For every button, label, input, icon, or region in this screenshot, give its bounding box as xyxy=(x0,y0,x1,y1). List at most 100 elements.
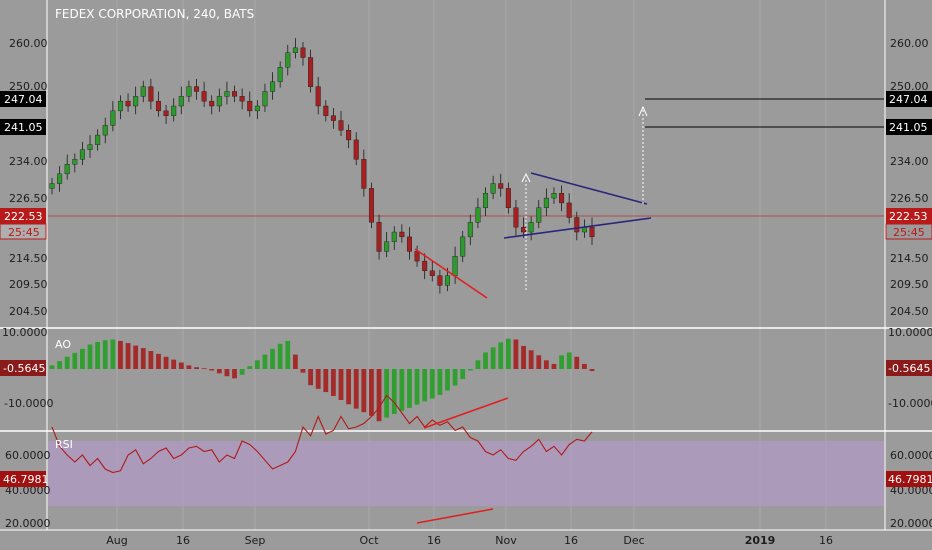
ao-bar-down xyxy=(543,360,549,369)
candle-down xyxy=(163,110,169,116)
candle-up xyxy=(224,91,230,97)
candle-down xyxy=(315,86,321,107)
ao-bar-down xyxy=(300,369,306,373)
ao-value-tag-left: -0.5645 xyxy=(0,360,46,376)
ao-bar-down xyxy=(521,345,526,369)
candle-up xyxy=(543,197,549,208)
candle-up xyxy=(490,183,496,194)
svg-text:247.04: 247.04 xyxy=(4,93,43,106)
price-axis-left: 260.00 250.00 234.00 226.50 214.50 209.5… xyxy=(9,37,48,318)
candle-up xyxy=(391,231,397,242)
candle-down xyxy=(148,86,154,102)
ao-bar-up xyxy=(80,348,85,369)
candle-up xyxy=(285,52,291,68)
ao-bar-down xyxy=(315,369,321,389)
ao-bar-down xyxy=(209,369,215,371)
ao-bar-up xyxy=(483,352,488,369)
candle-up xyxy=(102,125,108,136)
time-tick: 16 xyxy=(176,534,190,547)
ao-bar-down xyxy=(156,353,161,369)
rsi-tick-right: 40.0000 xyxy=(890,484,932,497)
candle-up xyxy=(216,96,222,107)
candle-down xyxy=(589,226,595,238)
rsi-tick-left: 40.0000 xyxy=(5,484,51,497)
ao-bar-up xyxy=(57,361,63,369)
ao-value-tag-right: -0.5645 xyxy=(886,360,932,376)
price-axis-right: 260.00 250.00 234.00 226.50 214.50 209.5… xyxy=(890,37,929,318)
price-tick: 209.50 xyxy=(9,278,48,291)
rsi-value-tag-left: 46.7981 xyxy=(0,471,49,487)
ao-bar-down xyxy=(513,339,519,369)
candle-up xyxy=(254,105,260,112)
time-tick: Aug xyxy=(106,534,127,547)
ao-label: AO xyxy=(55,338,71,351)
ao-bar-up xyxy=(422,369,428,402)
countdown-tag-right: 25:45 xyxy=(885,223,932,240)
level-tag-right-2: 241.05 xyxy=(886,119,932,135)
candle-down xyxy=(361,159,367,189)
svg-text:241.05: 241.05 xyxy=(4,121,43,134)
ao-bar-down xyxy=(551,363,557,369)
ao-bar-up xyxy=(384,369,390,418)
candle-down xyxy=(346,130,352,141)
price-tick: 209.50 xyxy=(890,278,929,291)
time-tick: Dec xyxy=(623,534,644,547)
ao-bar-up xyxy=(72,352,78,369)
ao-bar-up xyxy=(110,339,116,369)
svg-text:247.04: 247.04 xyxy=(889,93,928,106)
ao-bar-up xyxy=(64,356,70,369)
current-price-tag-left: 222.53 xyxy=(0,208,46,224)
candle-down xyxy=(429,270,435,276)
ao-divergence-line xyxy=(423,397,509,429)
ao-bar-down xyxy=(148,351,154,369)
ao-bar-down xyxy=(232,369,237,379)
ao-bar-up xyxy=(445,369,450,391)
candle-up xyxy=(475,207,481,223)
price-tick: 260.00 xyxy=(890,37,929,50)
candle-down xyxy=(308,57,314,87)
rsi-tick-right: 60.0000 xyxy=(890,449,932,462)
candle-down xyxy=(323,105,329,116)
candle-up xyxy=(551,193,557,199)
candle-down xyxy=(399,231,405,238)
candle-up xyxy=(483,193,489,208)
time-tick: 16 xyxy=(819,534,833,547)
rsi-value-tag-right: 46.7981 xyxy=(886,471,932,487)
candle-up xyxy=(467,222,473,238)
ao-tick-left: -10.0000 xyxy=(4,397,53,410)
ao-bar-up xyxy=(467,369,473,371)
ao-bar-down xyxy=(133,345,139,369)
ao-bar-down xyxy=(323,369,329,393)
rsi-line xyxy=(51,394,593,474)
ao-bar-down xyxy=(369,369,374,416)
ao-bar-down xyxy=(216,369,222,374)
candle-down xyxy=(247,100,253,112)
ao-bar-up xyxy=(475,360,481,369)
candle-up xyxy=(277,67,283,82)
svg-text:46.7981: 46.7981 xyxy=(888,473,932,486)
candle-up xyxy=(79,149,85,160)
ao-bar-up xyxy=(239,369,245,375)
candle-up xyxy=(528,222,534,233)
rsi-divergence-line xyxy=(416,508,494,524)
candlestick-series xyxy=(49,38,595,294)
ao-bar-up xyxy=(247,366,253,369)
candle-up xyxy=(57,173,63,184)
rsi-tick-left: 60.0000 xyxy=(5,449,51,462)
ao-bar-up xyxy=(254,360,260,369)
ao-histogram xyxy=(49,338,595,422)
candle-up xyxy=(536,207,542,223)
time-tick: 16 xyxy=(427,534,441,547)
candle-up xyxy=(72,159,78,165)
ao-bar-down xyxy=(346,369,352,405)
price-tick: 260.00 xyxy=(9,37,48,50)
ao-bar-up xyxy=(391,369,397,414)
candle-down xyxy=(574,217,580,233)
ao-bar-up xyxy=(95,342,101,369)
pattern-height-arrowhead xyxy=(521,172,531,183)
candle-down xyxy=(338,120,344,131)
time-tick: Oct xyxy=(359,534,379,547)
candle-up xyxy=(87,144,93,150)
candle-up xyxy=(49,183,55,189)
